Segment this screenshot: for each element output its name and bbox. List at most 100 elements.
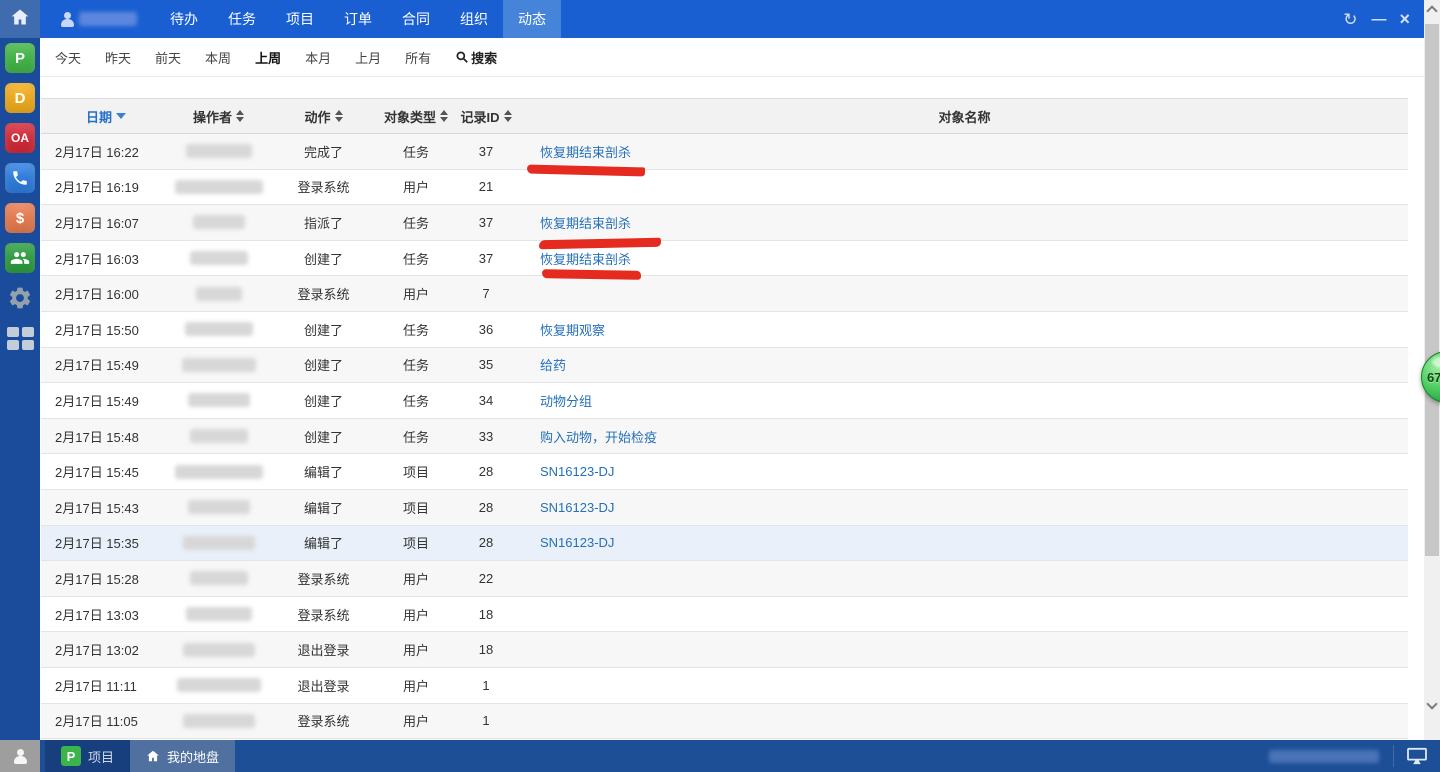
- task-my-dashboard[interactable]: 我的地盘: [130, 740, 236, 772]
- nav-item-3[interactable]: 订单: [344, 11, 372, 27]
- cell-record-id: 28: [478, 499, 494, 515]
- minimize-icon[interactable]: —: [1371, 10, 1386, 28]
- app-oa[interactable]: OA: [5, 123, 35, 153]
- cell-action: 登录系统: [297, 287, 350, 303]
- filter-3[interactable]: 本周: [205, 50, 232, 66]
- cell-record-id: 28: [478, 535, 494, 551]
- app-cash[interactable]: $: [5, 203, 35, 233]
- cell-object-type: 用户: [402, 678, 429, 694]
- object-link[interactable]: 恢复期结束剖杀: [540, 251, 632, 267]
- app-d[interactable]: D: [5, 83, 35, 113]
- cell-operator: [171, 286, 266, 301]
- object-link[interactable]: 恢复期观察: [540, 322, 606, 338]
- cell-object-type: 用户: [402, 714, 429, 730]
- cell-date: 2月17日 15:35: [55, 536, 139, 552]
- nav-item-5[interactable]: 组织: [460, 11, 488, 27]
- table-row: 2月17日 15:49 创建了 任务 35 给药: [41, 347, 1408, 384]
- current-user[interactable]: [60, 0, 137, 38]
- object-link[interactable]: SN16123-DJ: [540, 464, 615, 480]
- object-link[interactable]: SN16123-DJ: [540, 499, 615, 515]
- operator-name-redacted: [176, 678, 261, 693]
- home-button[interactable]: [0, 0, 40, 38]
- cell-record-id: 7: [482, 286, 490, 302]
- filter-2[interactable]: 前天: [155, 50, 182, 66]
- filter-5[interactable]: 本月: [305, 50, 332, 66]
- column-header-action[interactable]: 动作: [266, 107, 381, 126]
- app-settings[interactable]: [5, 283, 35, 313]
- grid-icon: [6, 326, 34, 350]
- operator-name-redacted: [181, 357, 256, 372]
- cell-operator: [171, 500, 266, 515]
- operator-name-redacted: [174, 179, 263, 194]
- cell-date: 2月17日 15:49: [55, 393, 139, 409]
- column-header-operator[interactable]: 操作者: [171, 107, 266, 126]
- object-link[interactable]: SN16123-DJ: [540, 535, 615, 551]
- close-icon[interactable]: ×: [1399, 9, 1410, 29]
- column-header-recordid[interactable]: 记录ID: [451, 107, 521, 126]
- table-row: 2月17日 15:43 编辑了 项目 28 SN16123-DJ: [41, 489, 1408, 526]
- filter-7[interactable]: 所有: [405, 50, 432, 66]
- nav-item-4[interactable]: 合同: [402, 11, 430, 27]
- cell-operator: [171, 571, 266, 586]
- operator-name-redacted: [189, 251, 248, 266]
- app-team[interactable]: [5, 243, 35, 273]
- top-navbar: 待办 任务 项目 订单 合同 组织 动态 ↻ — ×: [0, 0, 1424, 38]
- taskbar: P 项目 我的地盘: [0, 740, 1440, 772]
- cell-date: 2月17日 16:00: [55, 287, 139, 303]
- object-link[interactable]: 动物分组: [540, 393, 593, 409]
- taskbar-right: [1269, 740, 1440, 772]
- app-phone[interactable]: [5, 163, 35, 193]
- object-link[interactable]: 恢复期结束剖杀: [540, 215, 632, 231]
- object-link[interactable]: 购入动物，开始检疫: [540, 429, 658, 445]
- operator-name-redacted: [187, 393, 250, 408]
- object-link[interactable]: 给药: [540, 358, 567, 374]
- nav-item-6[interactable]: 动态: [503, 0, 561, 38]
- cell-operator: [171, 179, 266, 194]
- nav-item-1[interactable]: 任务: [228, 11, 256, 27]
- cell-date: 2月17日 11:05: [55, 714, 138, 730]
- object-link[interactable]: 恢复期结束剖杀: [540, 144, 632, 160]
- task-project[interactable]: P 项目: [45, 740, 131, 772]
- cell-action: 完成了: [303, 144, 343, 160]
- app-grid[interactable]: [5, 323, 35, 353]
- score-value: 67: [1427, 369, 1440, 385]
- cell-object-type: 任务: [402, 358, 429, 374]
- cell-object-type: 用户: [402, 287, 429, 303]
- cell-operator: [171, 144, 266, 159]
- people-icon: [10, 248, 30, 268]
- scroll-up-icon[interactable]: [1426, 5, 1438, 17]
- scrollbar-thumb[interactable]: [1425, 24, 1439, 556]
- cell-action: 创建了: [303, 358, 343, 374]
- filter-1[interactable]: 昨天: [105, 50, 132, 66]
- monitor-icon[interactable]: [1406, 747, 1440, 765]
- filter-6[interactable]: 上月: [355, 50, 382, 66]
- cell-object-type: 任务: [402, 215, 429, 231]
- cell-date: 2月17日 15:45: [55, 465, 139, 481]
- cell-operator: [171, 535, 266, 550]
- cell-action: 退出登录: [297, 643, 350, 659]
- nav-item-0[interactable]: 待办: [170, 11, 198, 27]
- nav-item-2[interactable]: 项目: [286, 11, 314, 27]
- operator-name-redacted: [182, 713, 255, 728]
- cell-object-name: SN16123-DJ: [521, 500, 1408, 515]
- filter-4[interactable]: 上周: [255, 50, 282, 66]
- refresh-icon[interactable]: ↻: [1343, 9, 1358, 29]
- cell-date: 2月17日 16:19: [55, 180, 139, 196]
- scroll-down-icon[interactable]: [1426, 698, 1438, 710]
- search-button[interactable]: 搜索: [455, 48, 497, 67]
- table-row: 2月17日 11:05 登录系统 用户 1: [41, 703, 1408, 740]
- table-header: 日期 操作者 动作 对象类型 记录ID 对象名称: [41, 98, 1408, 134]
- taskbar-user-button[interactable]: [0, 740, 40, 772]
- sort-both-icon: [334, 110, 343, 122]
- cell-object-name: 恢复期结束剖杀: [521, 249, 1408, 268]
- app-p[interactable]: P: [5, 43, 35, 73]
- cell-object-type: 用户: [402, 643, 429, 659]
- column-header-objtype[interactable]: 对象类型: [381, 107, 451, 126]
- cell-operator: [171, 642, 266, 657]
- cell-date: 2月17日 16:03: [55, 251, 139, 267]
- column-header-date[interactable]: 日期: [41, 107, 171, 126]
- cell-object-name: 给药: [521, 355, 1408, 374]
- filter-0[interactable]: 今天: [55, 50, 82, 66]
- table-row: 2月17日 16:07 指派了 任务 37 恢复期结束剖杀: [41, 205, 1408, 250]
- divider: [1393, 745, 1394, 767]
